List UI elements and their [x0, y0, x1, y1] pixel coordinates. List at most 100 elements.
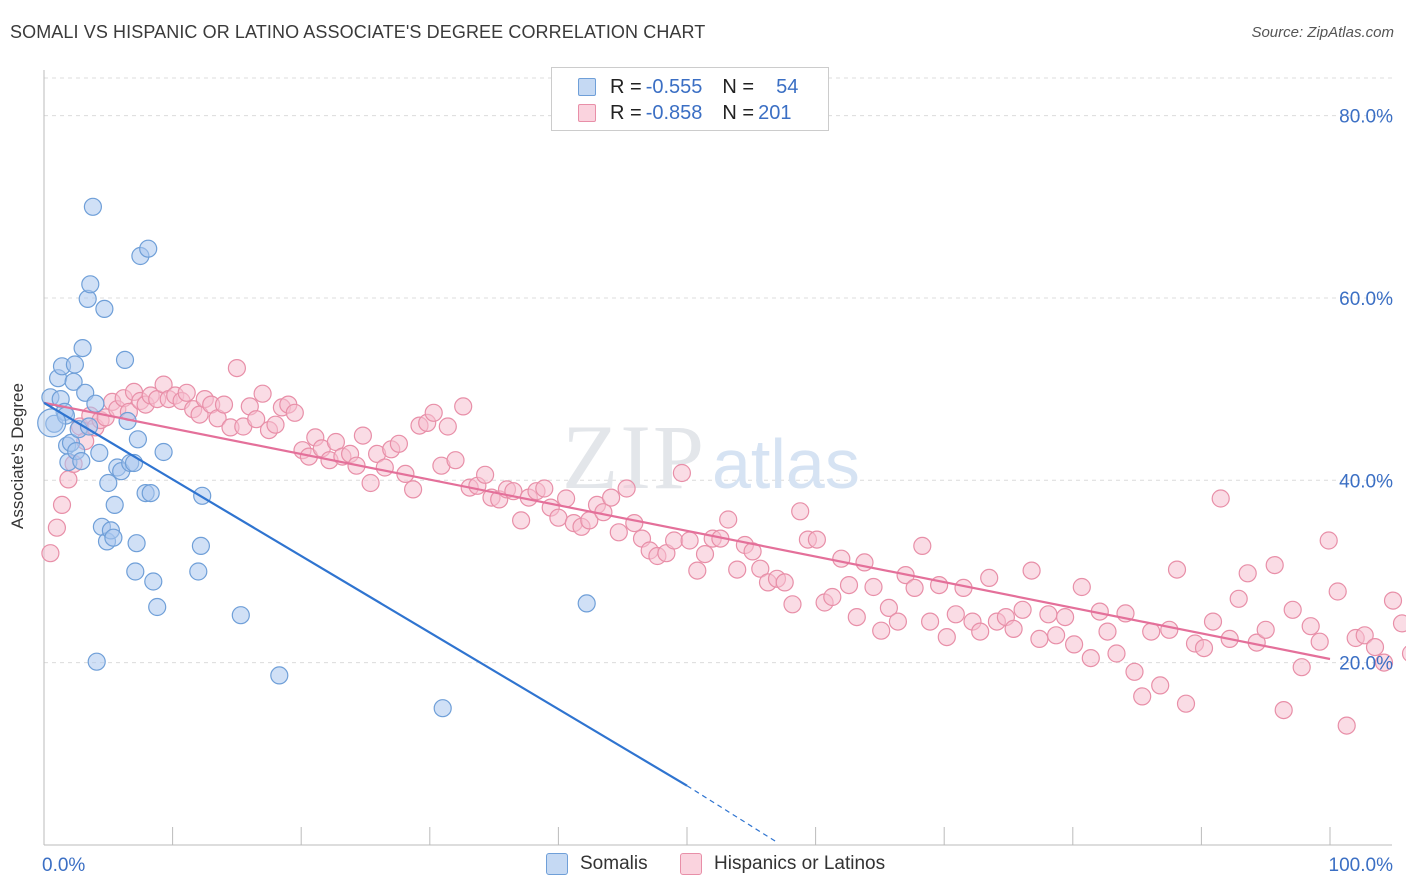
stats-legend: R = -0.555 N = 54 R = -0.858 N = 201: [551, 67, 829, 131]
bottom-legend-label-somalis: Somalis: [580, 853, 648, 874]
hispanic-point: [832, 549, 851, 568]
somali-point: [73, 339, 92, 358]
tick-labels: 20.0% 40.0% 60.0% 80.0% 0.0% 100.0%: [42, 107, 1393, 876]
hispanic-point: [549, 508, 568, 527]
hispanic-point: [680, 531, 699, 550]
hispanic-point: [1133, 687, 1152, 706]
hispanic-point: [476, 465, 495, 484]
hispanic-points: [41, 359, 1406, 735]
hispanic-trend-line: [43, 401, 1331, 661]
x-tick-label: 0.0%: [42, 855, 85, 876]
hispanic-point: [446, 451, 465, 470]
y-tick-label: 20.0%: [1339, 654, 1393, 675]
hispanic-point: [783, 595, 802, 614]
hispanic-point: [1374, 653, 1394, 672]
somali-point: [191, 536, 210, 556]
somali-point: [87, 652, 106, 671]
hispanic-point: [361, 473, 380, 493]
chart-title: SOMALI VS HISPANIC OR LATINO ASSOCIATE'S…: [10, 22, 706, 42]
somali-trend-extension: [686, 785, 778, 843]
hispanic-point: [1274, 700, 1293, 720]
legend-row-somalis: R = -0.555 N = 54: [578, 75, 798, 99]
somali-point: [79, 417, 99, 436]
somali-point: [144, 572, 163, 591]
legend-r-label: R =: [610, 101, 642, 124]
hispanic-point: [913, 536, 932, 556]
hispanic-point: [41, 544, 60, 563]
hispanic-point: [1072, 577, 1091, 597]
legend-n-label: N =: [722, 101, 755, 124]
hispanic-point: [625, 513, 644, 533]
hispanic-point: [535, 479, 554, 498]
somali-point: [115, 350, 135, 369]
hispanic-point: [823, 587, 842, 607]
hispanic-point: [664, 531, 684, 550]
hispanic-point: [1125, 662, 1144, 681]
somali-point: [577, 594, 596, 613]
somali-point: [231, 606, 250, 625]
hispanic-point: [1055, 607, 1075, 627]
somali-point: [189, 562, 208, 581]
hispanic-point: [719, 510, 738, 529]
hispanic-point: [775, 573, 794, 592]
hispanic-point: [227, 359, 246, 378]
somali-point: [104, 528, 123, 547]
hispanic-point: [1176, 694, 1196, 713]
hispanic-point: [285, 403, 304, 422]
legend-n-value: 201: [758, 101, 792, 124]
hispanic-point: [1167, 560, 1187, 579]
trend-lines: [43, 401, 1331, 843]
hispanic-point: [1013, 600, 1032, 619]
hispanic-point: [59, 470, 78, 489]
hispanic-point: [1283, 600, 1302, 619]
hispanic-point: [438, 417, 457, 436]
hispanic-point: [353, 426, 372, 445]
somali-point: [433, 699, 452, 718]
grid-lines: [44, 77, 1392, 664]
hispanic-point: [791, 502, 810, 521]
somali-point: [148, 597, 167, 617]
hispanic-point: [1365, 637, 1385, 657]
hispanic-point: [375, 458, 394, 477]
y-tick-label: 40.0%: [1339, 471, 1393, 492]
hispanic-point: [1203, 612, 1223, 631]
hispanic-point: [511, 511, 531, 530]
hispanic-point: [888, 612, 908, 631]
hispanic-point: [1229, 589, 1248, 608]
hispanic-point: [1337, 716, 1356, 735]
somali-point: [105, 495, 124, 514]
hispanic-point: [1046, 626, 1066, 645]
y-tick-label: 60.0%: [1339, 289, 1393, 310]
somali-point: [81, 275, 100, 294]
hispanic-point: [1238, 564, 1257, 583]
hispanic-point: [905, 578, 924, 598]
somali-point: [270, 666, 289, 685]
bottom-legend-swatch-somalis: [546, 853, 568, 875]
somali-point: [90, 443, 109, 462]
hispanic-point: [1256, 620, 1275, 639]
somali-point: [72, 452, 91, 471]
somali-point: [99, 473, 118, 493]
watermark-atlas: atlas: [712, 425, 860, 503]
somali-point: [154, 442, 173, 462]
legend-swatch-hispanics: [578, 104, 596, 122]
hispanic-point: [177, 383, 196, 402]
legend-r-label: R =: [610, 75, 642, 98]
somali-point: [95, 299, 114, 318]
hispanic-point: [1004, 619, 1023, 639]
hispanic-point: [247, 410, 266, 429]
hispanic-point: [1030, 629, 1049, 649]
hispanic-point: [1319, 531, 1338, 550]
hispanic-point: [47, 518, 67, 537]
hispanic-point: [839, 575, 859, 595]
hispanic-point: [872, 621, 891, 640]
hispanic-point: [864, 577, 883, 597]
somali-point: [65, 355, 85, 374]
hispanic-point: [1151, 676, 1170, 695]
hispanic-point: [847, 607, 866, 627]
hispanic-point: [266, 415, 285, 434]
hispanic-point: [695, 544, 715, 564]
somali-point: [37, 408, 67, 438]
somali-point: [141, 484, 160, 503]
